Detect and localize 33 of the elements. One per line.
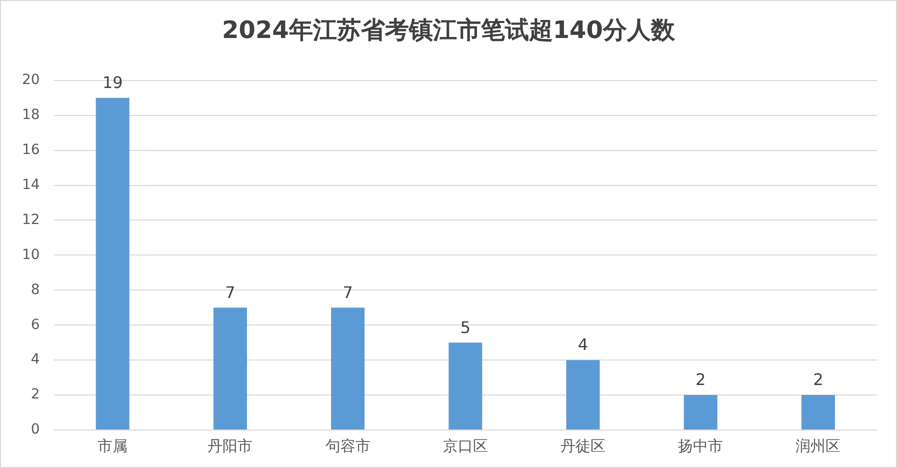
x-tick-label: 扬中市: [678, 436, 724, 455]
bar: [801, 395, 835, 430]
y-tick-label: 2: [30, 386, 40, 403]
x-tick-label: 润州区: [796, 436, 841, 455]
data-label: 19: [102, 73, 123, 92]
y-tick-label: 14: [22, 176, 40, 193]
y-tick-label: 16: [22, 142, 40, 158]
x-tick-label: 市属: [98, 436, 128, 455]
bar: [213, 308, 247, 430]
x-tick-label: 丹阳市: [208, 436, 253, 455]
data-label: 7: [342, 282, 353, 302]
y-tick-label: 6: [30, 316, 40, 333]
x-tick-label: 京口区: [442, 436, 488, 455]
data-label: 4: [578, 335, 588, 354]
y-tick-label: 18: [22, 107, 40, 123]
y-tick-label: 20: [22, 72, 40, 88]
data-label: 7: [225, 282, 236, 302]
data-label: 5: [460, 318, 470, 337]
bar: [96, 98, 130, 430]
bar: [684, 395, 718, 430]
data-label: 2: [696, 370, 706, 390]
y-tick-label: 8: [30, 282, 40, 298]
x-tick-label: 丹徒区: [560, 436, 606, 455]
y-tick-label: 12: [22, 212, 40, 228]
y-tick-label: 10: [22, 246, 40, 263]
bar: [448, 342, 482, 430]
bar: [331, 308, 365, 430]
y-tick-label: 0: [30, 422, 40, 438]
data-label: 2: [813, 370, 824, 390]
chart-title: 2024年江苏省考镇江市笔试超140分人数: [221, 15, 676, 46]
y-tick-label: 4: [30, 352, 40, 368]
x-tick-label: 句容市: [325, 436, 370, 455]
bar: [566, 360, 600, 430]
